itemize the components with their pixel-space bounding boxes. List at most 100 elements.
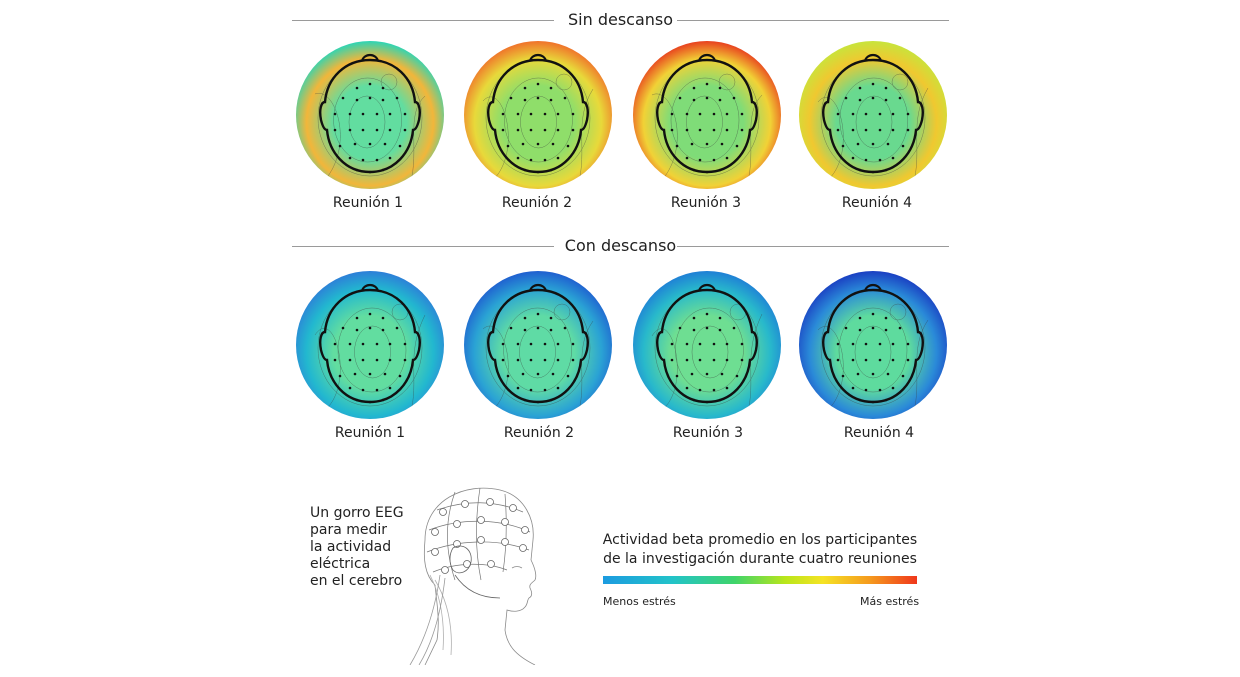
electrode-dot <box>858 168 862 172</box>
electrode-dot <box>341 326 345 330</box>
electrode-dot <box>333 112 337 116</box>
electrode-dot <box>543 388 547 392</box>
electrode-dot <box>901 144 905 148</box>
electrode-dot <box>388 112 392 116</box>
electrode-dot <box>551 142 555 146</box>
electrode-dot <box>720 372 724 376</box>
electrode-dot <box>355 398 359 402</box>
electrode-dot <box>368 142 372 146</box>
electrode-dot <box>348 156 352 160</box>
electrode-dot <box>712 128 716 132</box>
electrode-dot <box>732 326 736 330</box>
topomap <box>295 40 445 190</box>
electrode-dot <box>368 400 372 404</box>
topomap <box>632 270 782 420</box>
electrode-dot <box>705 326 709 330</box>
electrode-dot <box>891 386 895 390</box>
electrode-dot <box>685 156 689 160</box>
electrode-dot <box>529 342 533 346</box>
electrode-dot <box>529 388 533 392</box>
electrode-dot <box>506 374 510 378</box>
electrode-dot <box>556 358 560 362</box>
nose-outline <box>528 53 548 62</box>
electrode-dot <box>556 342 560 346</box>
electrode-dot <box>871 400 875 404</box>
map-label: Reunión 2 <box>503 425 575 441</box>
electrode-dot <box>506 144 510 148</box>
electrode-dot <box>383 372 387 376</box>
electrode-dot <box>891 112 895 116</box>
nose-outline <box>697 53 717 62</box>
electrode-dot <box>521 372 525 376</box>
electrode-dot <box>692 98 696 102</box>
topomap <box>295 270 445 420</box>
electrode-dot <box>509 96 513 100</box>
electrode-dot <box>858 316 862 320</box>
electrodes <box>333 82 407 174</box>
electrode-dot <box>906 128 910 132</box>
electrode-dot <box>891 358 895 362</box>
electrode-dot <box>675 144 679 148</box>
legend-title: Actividad beta promedio en los participa… <box>600 531 920 569</box>
electrode-dot <box>381 98 385 102</box>
electrode-dot <box>901 374 905 378</box>
map-label: Reunión 1 <box>334 425 406 441</box>
caption-line: eléctrica <box>310 556 371 572</box>
electrode-dot <box>712 112 716 116</box>
electrode-dot <box>851 386 855 390</box>
nose-outline <box>360 283 380 292</box>
electrode-dot <box>878 342 882 346</box>
electrode-dot <box>355 98 359 102</box>
topomap <box>632 40 782 190</box>
electrode-dot <box>844 96 848 100</box>
electrode-dot <box>523 168 527 172</box>
electrode-dot <box>549 398 553 402</box>
electrode-dot <box>388 156 392 160</box>
electrode-dot <box>871 326 875 330</box>
electrode-dot <box>549 316 553 320</box>
electrode-dot <box>891 342 895 346</box>
electrode-dot <box>529 128 533 132</box>
topomap <box>463 40 613 190</box>
eeg-cap-illustration <box>395 480 545 666</box>
map-label: Reunión 3 <box>670 195 742 211</box>
electrode-dot <box>864 342 868 346</box>
electrode-dot <box>690 372 694 376</box>
electrode-dot <box>521 142 525 146</box>
electrodes <box>836 312 910 404</box>
electrode-dot <box>348 358 352 362</box>
electrode-dot <box>878 158 882 162</box>
electrode-dot <box>698 358 702 362</box>
electrode-dot <box>348 112 352 116</box>
nose-outline <box>697 283 717 292</box>
electrode-dot <box>403 342 407 346</box>
electrode-dot <box>355 316 359 320</box>
electrode-dot <box>884 398 888 402</box>
electrode-dot <box>718 98 722 102</box>
electrode-dot <box>705 82 709 86</box>
electrode-dot <box>523 328 527 332</box>
electrode-dot <box>685 128 689 132</box>
electrode-dot <box>836 342 840 346</box>
electrode-dot <box>864 388 868 392</box>
electrodes <box>836 82 910 174</box>
map-label: Reunión 2 <box>501 195 573 211</box>
contour-lines <box>482 289 594 416</box>
electrode-dot <box>858 398 862 402</box>
divider <box>677 20 949 21</box>
electrode-dot <box>353 142 357 146</box>
legend-title-line: de la investigación durante cuatro reuni… <box>603 551 917 567</box>
topomap-svg <box>296 271 444 419</box>
electrode-dot <box>556 112 560 116</box>
electrodes <box>501 82 575 174</box>
electrode-dot <box>712 342 716 346</box>
electrode-dot <box>871 142 875 146</box>
electrodes <box>501 312 575 404</box>
electrode-dot <box>348 342 352 346</box>
electrode-dot <box>388 128 392 132</box>
electrode-dot <box>536 170 540 174</box>
electrode-dot <box>690 142 694 146</box>
electrode-dot <box>333 358 337 362</box>
electrode-dot <box>551 372 555 376</box>
electrodes <box>670 312 744 404</box>
